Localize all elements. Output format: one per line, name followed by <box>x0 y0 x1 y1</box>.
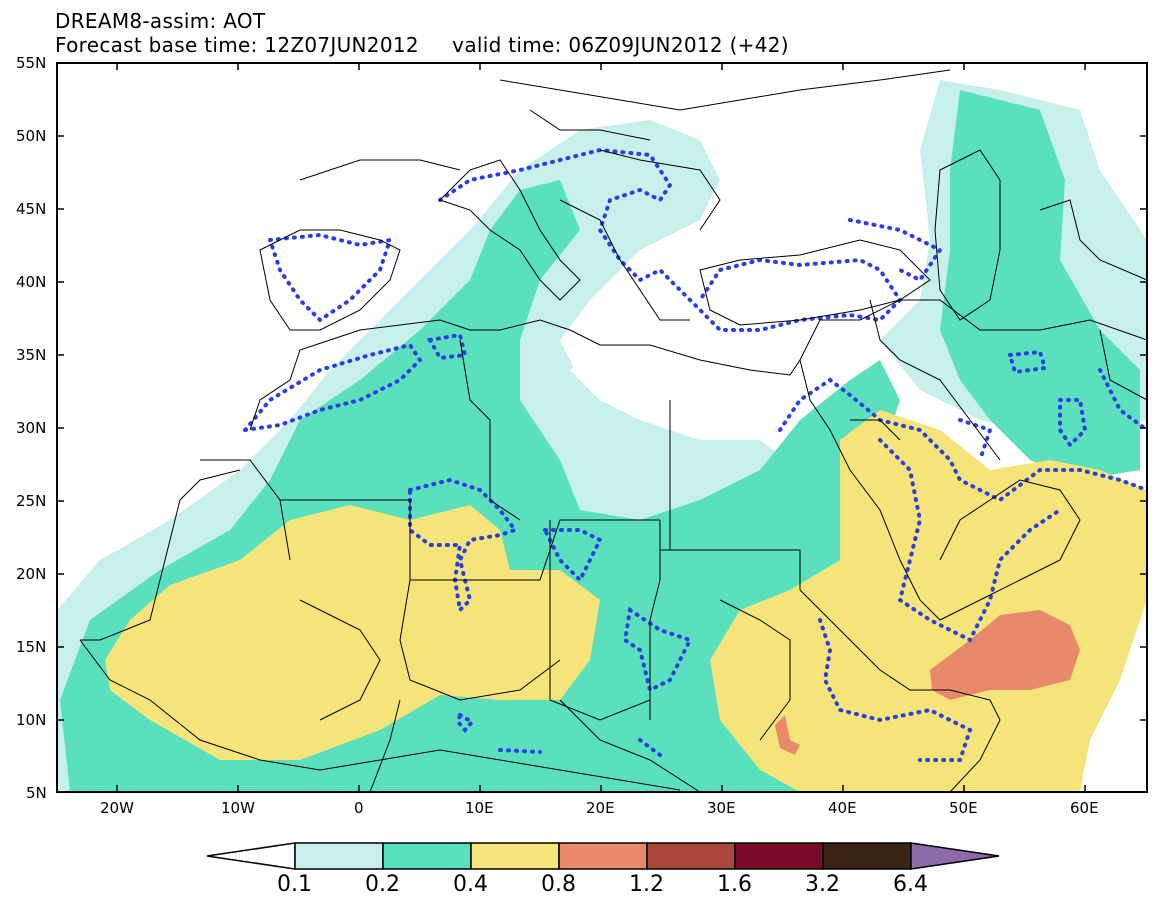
colorbar-under-arrow <box>206 842 296 870</box>
x-tick-marks <box>116 63 1086 792</box>
x-tick-label: 0 <box>354 799 364 817</box>
colorbar-over-arrow <box>910 842 1000 870</box>
coastlines-borders <box>79 69 1147 792</box>
y-tick-label: 30N <box>16 419 47 437</box>
colorbar-swatch-5 <box>646 842 736 870</box>
colorbar-swatch-1 <box>294 842 384 870</box>
x-tick-label: 40E <box>828 799 857 817</box>
y-tick-label: 45N <box>16 200 47 218</box>
y-tick-label: 50N <box>16 127 47 145</box>
y-tick-label: 35N <box>16 346 47 364</box>
y-tick-label: 20N <box>16 565 47 583</box>
colorbar-label: 0.8 <box>541 872 576 897</box>
colorbar-swatch-4 <box>558 842 648 870</box>
y-tick-label: 40N <box>16 273 47 291</box>
colorbar-swatch-7 <box>822 842 912 870</box>
y-tick-marks <box>57 62 1147 721</box>
x-tick-label: 20W <box>100 799 134 817</box>
y-tick-label: 25N <box>16 492 47 510</box>
x-tick-label: 20E <box>586 799 615 817</box>
x-tick-label: 30E <box>707 799 736 817</box>
colorbar-label: 1.6 <box>717 872 752 897</box>
x-tick-label: 10E <box>465 799 494 817</box>
aot-zone-0.8 <box>930 610 1080 700</box>
colorbar-label: 6.4 <box>893 872 928 897</box>
aot-zone-low-central <box>570 330 800 440</box>
aot-zone-0.2-east <box>940 90 1140 480</box>
y-tick-label: 55N <box>16 54 47 72</box>
colorbar-swatch-6 <box>734 842 824 870</box>
aot-zone-0.8-small <box>775 715 800 755</box>
colorbar-label: 0.1 <box>277 872 312 897</box>
x-tick-label: 50E <box>949 799 978 817</box>
colorbar-label: 0.2 <box>365 872 400 897</box>
y-tick-label: 10N <box>16 711 47 729</box>
colorbar <box>206 842 1000 870</box>
aot-zone-0.4-east <box>710 410 1147 792</box>
colorbar-swatch-2 <box>382 842 472 870</box>
title-line-1: DREAM8-assim: AOT <box>55 9 266 33</box>
y-tick-label: 15N <box>16 638 47 656</box>
x-tick-label: 60E <box>1070 799 1099 817</box>
colorbar-label: 1.2 <box>629 872 664 897</box>
aot-field <box>57 69 1147 792</box>
colorbar-label: 3.2 <box>805 872 840 897</box>
colorbar-swatch-3 <box>470 842 560 870</box>
x-tick-label: 10W <box>221 799 255 817</box>
y-tick-label: 5N <box>26 784 47 802</box>
title-line-2: Forecast base time: 12Z07JUN2012 valid t… <box>55 33 789 57</box>
blue-dotted-contours <box>240 147 1147 762</box>
aot-zone-0.4-west <box>105 505 600 760</box>
colorbar-label: 0.4 <box>453 872 488 897</box>
